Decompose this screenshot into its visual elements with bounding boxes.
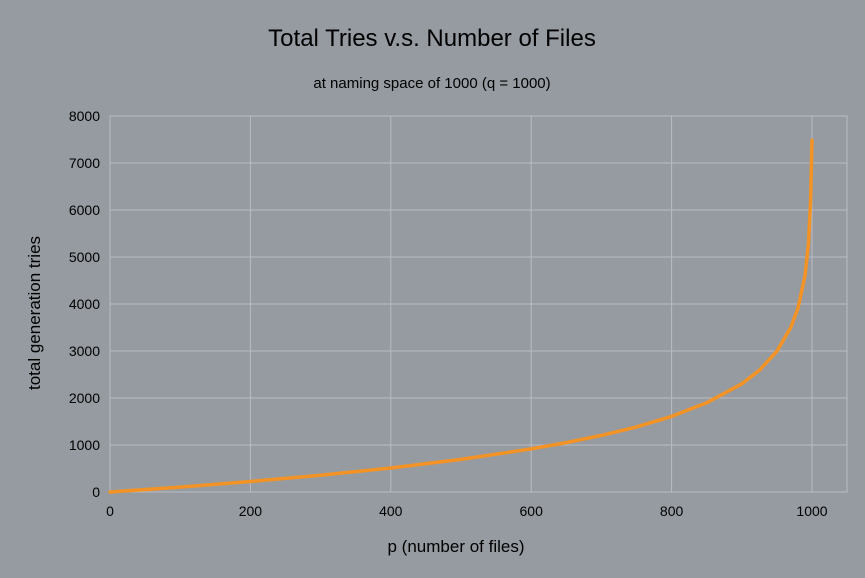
chart-subtitle: at naming space of 1000 (q = 1000) (313, 75, 550, 92)
series-line (108, 138, 814, 494)
x-tick-label: 400 (379, 503, 403, 519)
x-tick-label: 1000 (796, 503, 827, 519)
y-tick-label: 8000 (69, 108, 100, 124)
x-tick-label: 200 (239, 503, 263, 519)
x-tick-label: 0 (106, 503, 114, 519)
y-tick-label: 3000 (69, 343, 100, 359)
grid-lines (109, 115, 847, 493)
chart-title: Total Tries v.s. Number of Files (268, 25, 596, 52)
y-axis-label: total generation tries (25, 236, 44, 390)
y-tick-label: 5000 (69, 249, 100, 265)
y-tick-label: 6000 (69, 202, 100, 218)
plot-area (109, 115, 848, 493)
x-axis-ticks: 0 200 400 600 800 1000 (106, 503, 828, 519)
x-tick-label: 800 (660, 503, 684, 519)
y-tick-label: 4000 (69, 296, 100, 312)
series-layer (108, 138, 814, 494)
x-tick-label: 600 (520, 503, 544, 519)
y-axis-ticks: 0 1000 2000 3000 4000 5000 6000 7000 8000 (69, 108, 100, 500)
x-axis-label: p (number of files) (388, 537, 525, 556)
y-tick-label: 7000 (69, 155, 100, 171)
y-tick-label: 0 (92, 484, 100, 500)
y-tick-label: 2000 (69, 390, 100, 406)
y-tick-label: 1000 (69, 437, 100, 453)
